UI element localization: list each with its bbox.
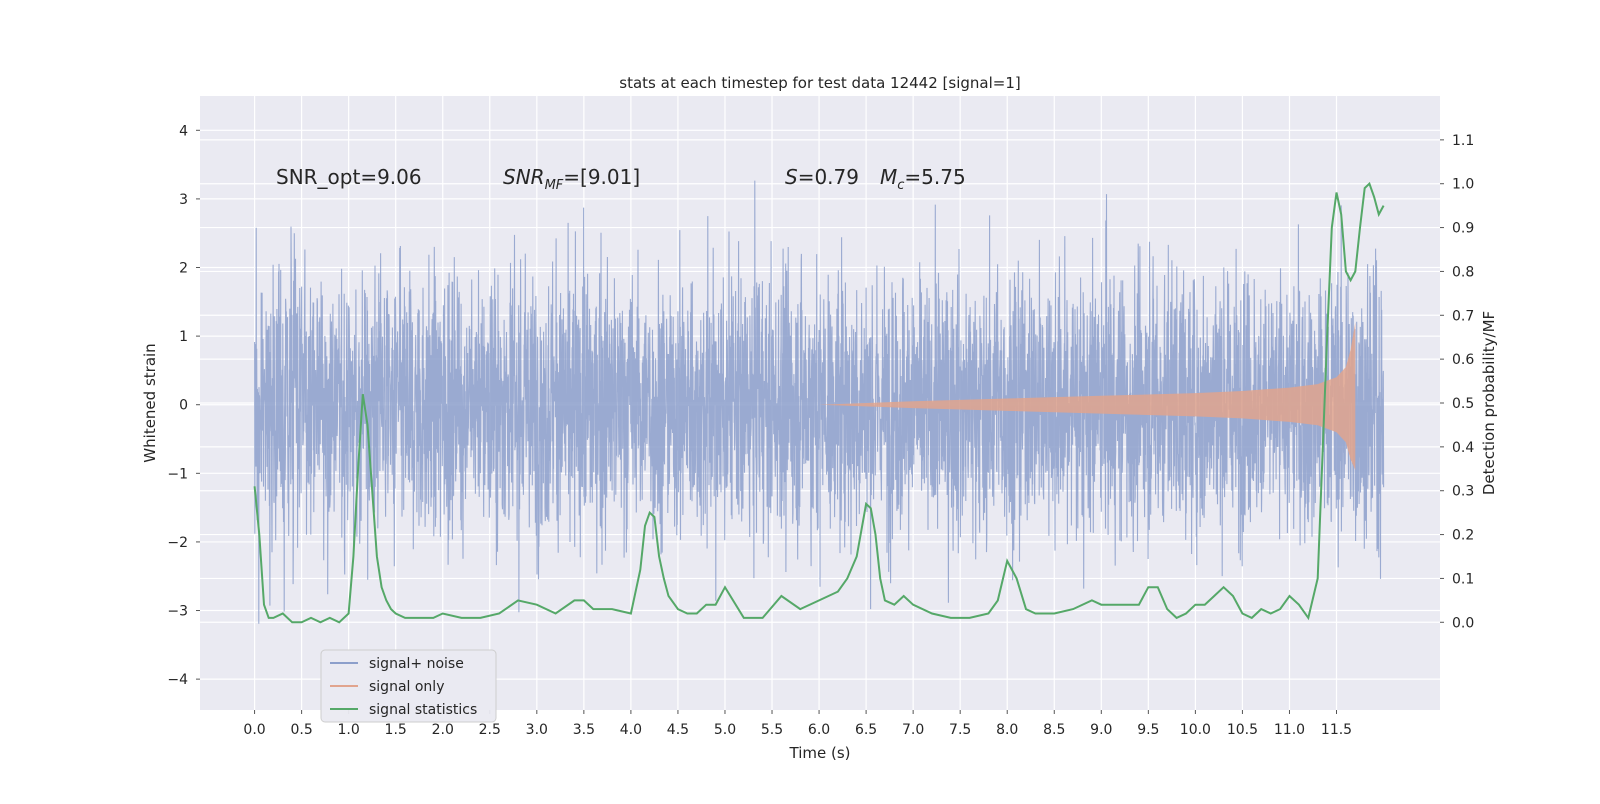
x-tick-label: 5.0 (714, 722, 736, 738)
x-axis-label: Time (s) (789, 744, 851, 762)
chart-title: stats at each timestep for test data 124… (619, 74, 1020, 92)
x-tick-label: 2.5 (479, 722, 501, 738)
annotation-mc-number: =5.75 (904, 165, 965, 189)
x-tick-label: 0.5 (290, 722, 312, 738)
y-tick-label: −3 (167, 604, 188, 620)
signal-statistics-line (253, 181, 1385, 624)
x-tick-label: 5.5 (761, 722, 783, 738)
x-tick-label: 1.0 (338, 722, 360, 738)
y-right-tick-label: 0.7 (1452, 308, 1474, 324)
y-right-tick-label: 0.4 (1452, 440, 1474, 456)
y-right-tick-label: 1.1 (1452, 133, 1474, 149)
y-right-tick-label: 0.3 (1452, 484, 1474, 500)
x-tick-label: 7.0 (902, 722, 924, 738)
annotation-mc-value: Mc=5.75 (880, 165, 966, 193)
y-axis-label: Whitened strain (141, 343, 159, 462)
signal-noise-line (254, 180, 1385, 624)
y-tick-label: 0 (179, 398, 188, 414)
annotation-snr-mf-value: =[9.01] (563, 165, 640, 189)
x-tick-label: 11.0 (1274, 722, 1305, 738)
y-right-tick-label: 1.0 (1452, 177, 1474, 193)
x-tick-label: 2.0 (432, 722, 454, 738)
signal-only-envelope (819, 322, 1356, 470)
x-tick-label: 0.0 (243, 722, 265, 738)
x-tick-label: 1.5 (385, 722, 407, 738)
y-right-tick-label: 0.8 (1452, 264, 1474, 280)
y-axis-right-label: Detection probability/MF (1480, 311, 1498, 495)
x-tick-label: 6.5 (855, 722, 877, 738)
y-tick-label: 1 (179, 329, 188, 345)
y-right-tick-label: 0.6 (1452, 352, 1474, 368)
y-right-tick-label: 0.9 (1452, 221, 1474, 237)
y-tick-label: −1 (167, 466, 188, 482)
legend-label-signal-only: signal only (369, 679, 444, 695)
annotation-snr-mf-subscript: MF (545, 178, 564, 193)
x-tick-label: 9.5 (1137, 722, 1159, 738)
series-signal-only (819, 322, 1356, 470)
annotation-mc-subscript: c (897, 178, 904, 193)
y-right-tick-label: 0.1 (1452, 571, 1474, 587)
y-tick-label: −2 (167, 535, 188, 551)
x-tick-label: 4.5 (667, 722, 689, 738)
x-tick-label: 11.5 (1321, 722, 1352, 738)
series-signal-noise (254, 180, 1385, 624)
y-tick-label: 4 (179, 123, 188, 139)
x-tick-label: 8.5 (1043, 722, 1065, 738)
y-tick-label: 2 (179, 261, 188, 277)
y-right-tick-label: 0.5 (1452, 396, 1474, 412)
x-tick-label: 10.0 (1180, 722, 1211, 738)
x-tick-label: 3.0 (526, 722, 548, 738)
x-tick-label: 9.0 (1090, 722, 1112, 738)
tick-labels: 0.0 0.5 1.0 1.5 2.0 2.5 3.0 3.5 4.0 4.5 5.0 5.5 6.0 6… (167, 123, 1474, 738)
legend: signal+ noise signal only signal statist… (320, 649, 497, 723)
y-right-tick-label: 0.2 (1452, 528, 1474, 544)
legend-box (320, 649, 497, 723)
y-tick-label: 3 (179, 192, 188, 208)
annotation-snr-mf-symbol: SNR (503, 165, 545, 189)
annotation-s-number: =0.79 (798, 165, 859, 189)
annotation-snr-mf: SNRMF=[9.01] (503, 165, 640, 193)
x-tick-label: 4.0 (620, 722, 642, 738)
annotation-s-symbol: S (785, 165, 798, 189)
y-tick-label: −4 (167, 672, 188, 688)
legend-label-signal-statistics: signal statistics (369, 702, 477, 718)
x-tick-label: 6.0 (808, 722, 830, 738)
x-tick-label: 7.5 (949, 722, 971, 738)
annotation-mc-symbol: M (880, 165, 897, 189)
x-tick-label: 10.5 (1227, 722, 1258, 738)
annotation-s-value: S=0.79 (785, 165, 859, 189)
series-signal-statistics (253, 181, 1385, 624)
y-right-tick-label: 0.0 (1452, 615, 1474, 631)
x-tick-label: 8.0 (996, 722, 1018, 738)
annotation-snr-opt: SNR_opt=9.06 (276, 165, 422, 189)
x-tick-label: 3.5 (573, 722, 595, 738)
legend-label-signal-noise: signal+ noise (369, 656, 464, 672)
